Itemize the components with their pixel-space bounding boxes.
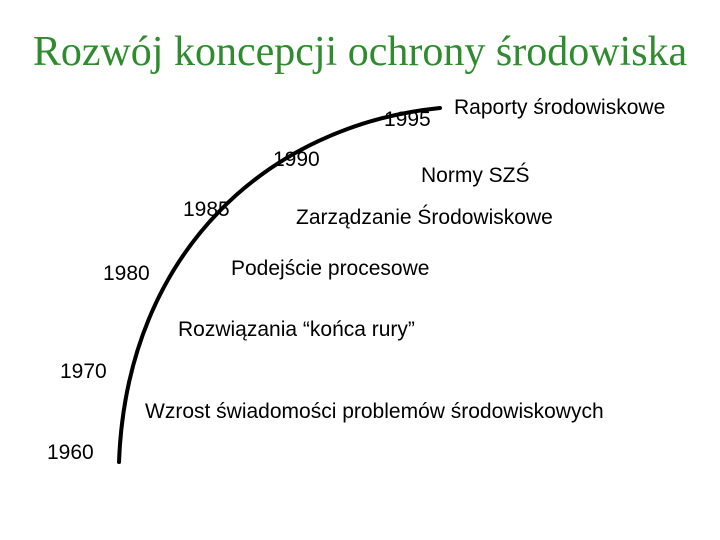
- year-1970-label: 1970: [60, 360, 107, 383]
- year-1980-label: 1980: [103, 262, 150, 285]
- slide-title: Rozwój koncepcji ochrony środowiska: [32, 29, 688, 75]
- year-1995-label: 1995: [384, 108, 431, 131]
- stage-wzrost-label: Wzrost świadomości problemów środowiskow…: [145, 400, 604, 423]
- timeline-arc: [117, 106, 442, 464]
- year-1960-label: 1960: [47, 441, 94, 464]
- year-1985-label: 1985: [183, 198, 230, 221]
- stage-raporty-label: Raporty środowiskowe: [454, 96, 666, 119]
- year-1990-label: 1990: [273, 148, 320, 171]
- stage-zarzadzanie-label: Zarządzanie Środowiskowe: [296, 206, 553, 229]
- stage-podejscie-label: Podejście procesowe: [231, 257, 430, 280]
- stage-rozwiazania-label: Rozwiązania “końca rury”: [178, 318, 415, 341]
- stage-normy-label: Normy SZŚ: [421, 164, 530, 187]
